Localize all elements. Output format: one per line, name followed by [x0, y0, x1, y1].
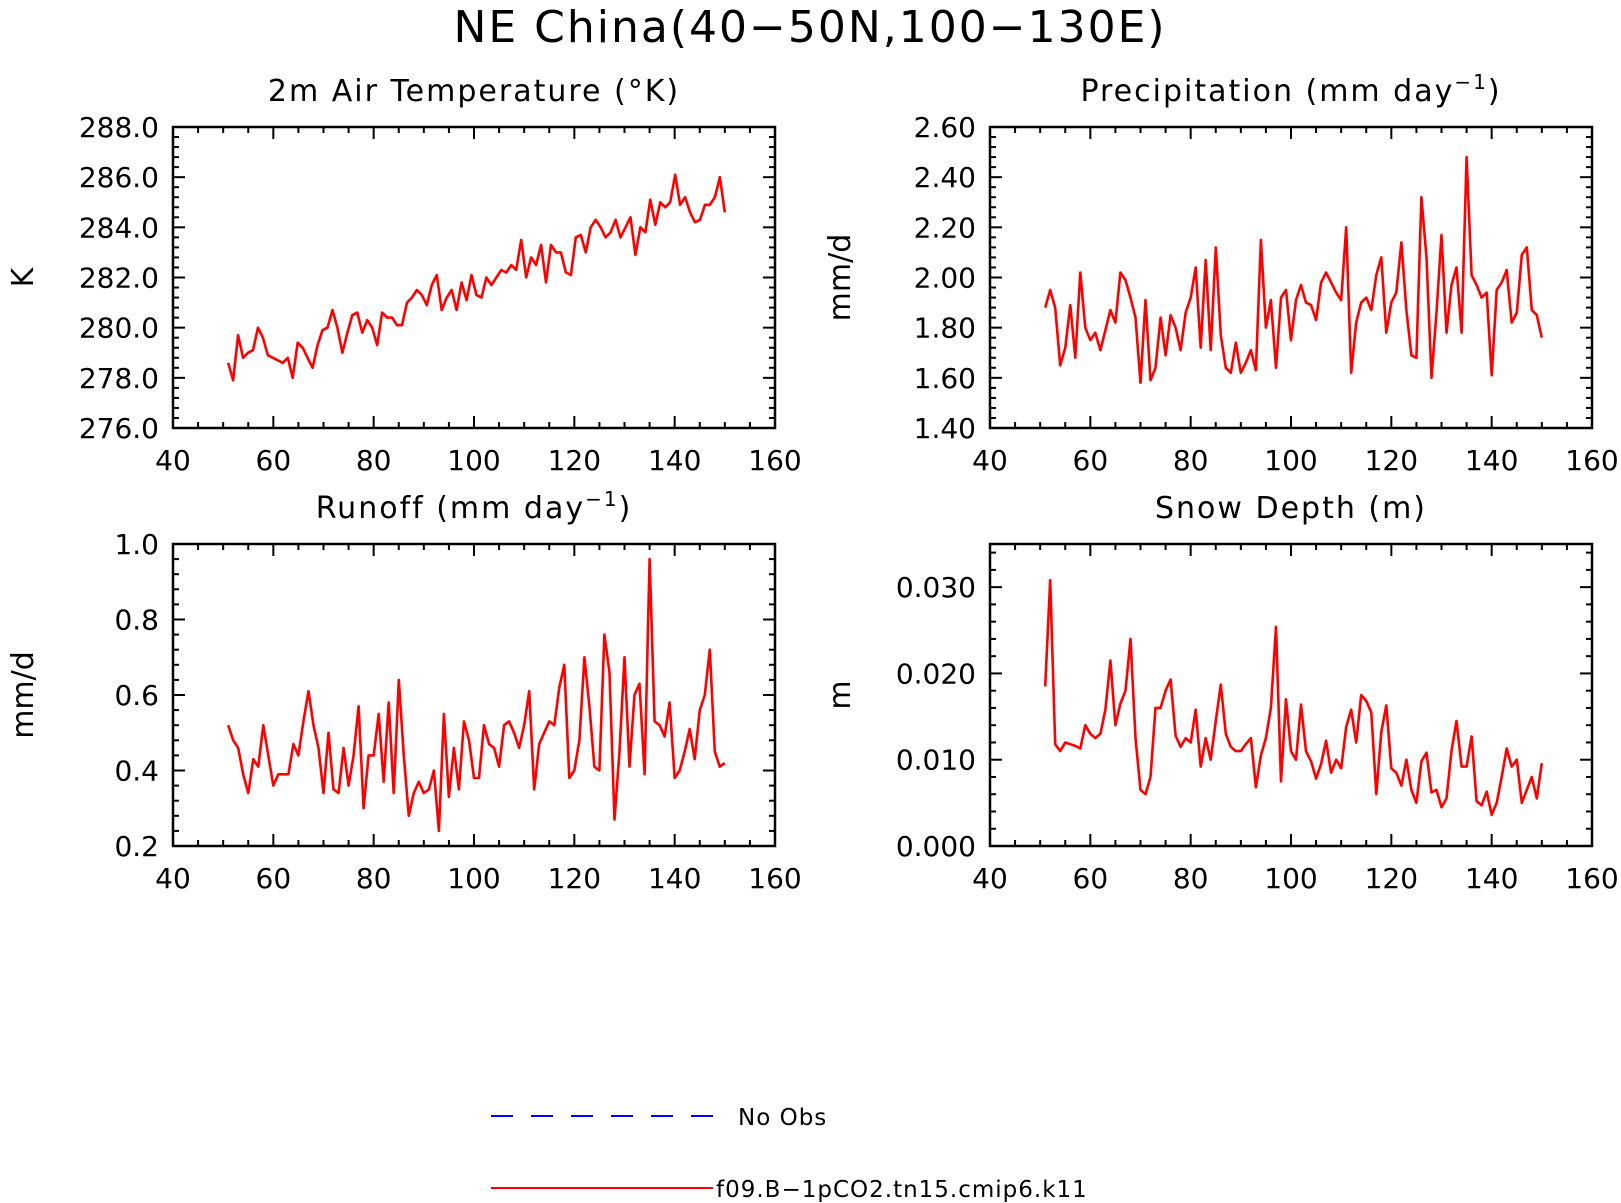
y-axis-label: mm/d — [823, 234, 858, 322]
plot-frame — [988, 542, 1594, 848]
y-tick-label: 278.0 — [79, 362, 159, 395]
x-tick-label: 60 — [256, 862, 292, 895]
x-tick-label: 100 — [447, 862, 500, 895]
y-tick-label: 286.0 — [79, 161, 159, 194]
x-tick-label: 120 — [548, 444, 601, 477]
x-tick-label: 140 — [1465, 444, 1518, 477]
figure-title: NE China(40−50N,100−130E) — [453, 2, 1166, 53]
legend-item: No Obs — [491, 1105, 827, 1131]
y-tick-label: 0.030 — [896, 571, 976, 604]
series-line-runoff — [226, 557, 726, 833]
plot-frame — [171, 542, 777, 848]
panel-snow_depth: 40 60 80 100 120 140 160 0.000 0.010 0.020 0.030 Sn… — [823, 491, 1619, 895]
series-line-precipitation — [1043, 155, 1544, 385]
panel-temperature: 40 60 80 100 120 140 160 276.0 278.0 280.0 282.0 28… — [6, 74, 802, 477]
y-axis-label: m — [823, 680, 858, 709]
x-tick-label: 140 — [1465, 862, 1518, 895]
x-tick-label: 80 — [1173, 444, 1209, 477]
x-tick-label: 60 — [1073, 444, 1109, 477]
x-tick-label: 80 — [356, 444, 392, 477]
x-tick-label: 140 — [648, 444, 701, 477]
panels: 40 60 80 100 120 140 160 276.0 278.0 280.0 282.0 28… — [6, 70, 1619, 895]
y-tick-label: 284.0 — [79, 211, 159, 244]
x-tick-label: 120 — [548, 862, 601, 895]
legend: No Obs f09.B−1pCO2.tn15.cmip6.k11 — [491, 1105, 1088, 1203]
y-tick-label: 1.0 — [114, 528, 159, 561]
panel-title: Precipitation (mm day−1) — [1080, 70, 1501, 109]
x-tick-label: 160 — [748, 444, 801, 477]
x-tick-label: 100 — [1264, 862, 1317, 895]
y-tick-label: 0.8 — [114, 604, 159, 637]
x-tick-label: 60 — [256, 444, 292, 477]
series-line-temperature — [226, 173, 727, 382]
y-tick-label: 276.0 — [79, 412, 159, 445]
panel-title: Snow Depth (m) — [1155, 491, 1427, 526]
panel-runoff: 40 60 80 100 120 140 160 0.2 0.4 0.6 0.8 1.0 Runoff … — [6, 487, 802, 895]
x-tick-label: 140 — [648, 862, 701, 895]
panel-title: 2m Air Temperature (°K) — [268, 74, 680, 109]
y-tick-label: 0.4 — [114, 755, 159, 788]
x-tick-label: 160 — [748, 862, 801, 895]
series-line-snow_depth — [1043, 578, 1544, 817]
y-tick-label: 2.60 — [914, 111, 976, 144]
y-tick-label: 282.0 — [79, 262, 159, 295]
y-tick-label: 0.010 — [896, 744, 976, 777]
y-tick-label: 0.000 — [896, 830, 976, 863]
legend-item: f09.B−1pCO2.tn15.cmip6.k11 — [491, 1177, 1088, 1203]
y-tick-label: 0.6 — [114, 679, 159, 712]
panel-title: Runoff (mm day−1) — [316, 487, 633, 526]
plot-frame — [171, 125, 777, 430]
y-tick-label: 288.0 — [79, 111, 159, 144]
y-tick-label: 1.80 — [914, 312, 976, 345]
x-tick-label: 120 — [1365, 444, 1418, 477]
legend-label: No Obs — [738, 1105, 827, 1131]
x-tick-label: 40 — [972, 444, 1008, 477]
y-tick-label: 1.60 — [914, 362, 976, 395]
y-tick-label: 2.20 — [914, 211, 976, 244]
x-tick-label: 80 — [356, 862, 392, 895]
y-axis-label: K — [6, 266, 41, 287]
x-tick-label: 100 — [1264, 444, 1317, 477]
y-tick-label: 2.00 — [914, 262, 976, 295]
legend-label: f09.B−1pCO2.tn15.cmip6.k11 — [716, 1177, 1088, 1203]
x-tick-label: 80 — [1173, 862, 1209, 895]
y-tick-label: 280.0 — [79, 312, 159, 345]
x-tick-label: 60 — [1073, 862, 1109, 895]
x-tick-label: 160 — [1565, 862, 1618, 895]
x-tick-label: 100 — [447, 444, 500, 477]
y-tick-label: 0.020 — [896, 657, 976, 690]
x-tick-label: 160 — [1565, 444, 1618, 477]
y-tick-label: 0.2 — [114, 830, 159, 863]
y-axis-label: mm/d — [6, 651, 41, 739]
x-tick-label: 40 — [155, 862, 191, 895]
x-tick-label: 40 — [972, 862, 1008, 895]
y-tick-label: 2.40 — [914, 161, 976, 194]
y-tick-label: 1.40 — [914, 412, 976, 445]
x-tick-label: 40 — [155, 444, 191, 477]
panel-precipitation: 40 60 80 100 120 140 160 1.40 1.60 1.80 2.00 2.20 2.… — [823, 70, 1619, 477]
x-tick-label: 120 — [1365, 862, 1418, 895]
